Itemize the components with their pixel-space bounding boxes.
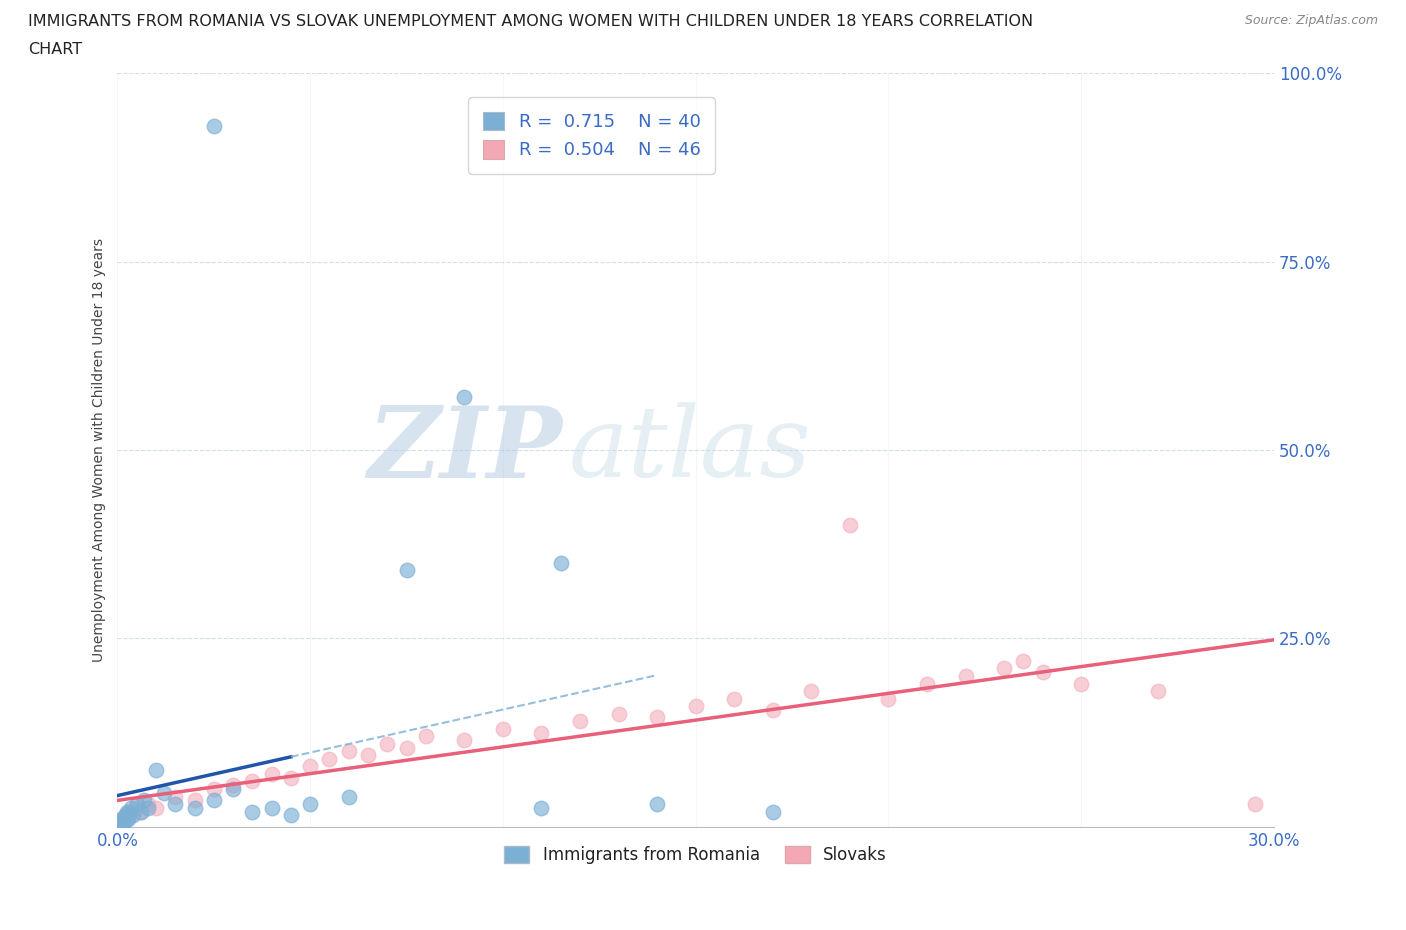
Point [165,797,187,812]
Point [299,797,322,812]
Point [762,702,785,717]
Text: atlas: atlas [568,403,811,498]
Point [108,817,131,832]
Point [1012,654,1035,669]
Point [280,770,302,785]
Point [375,737,398,751]
Point [723,691,745,706]
Point [129,804,152,819]
Point [112,810,135,825]
Point [280,808,302,823]
Point [125,801,148,816]
Point [115,810,138,825]
Point [569,713,592,728]
Point [1147,684,1170,698]
Text: ZIP: ZIP [368,402,562,498]
Point [114,814,136,829]
Point [202,793,225,808]
Point [357,748,380,763]
Point [453,390,475,405]
Point [145,763,167,777]
Point [110,817,132,832]
Point [112,813,135,828]
Point [111,813,134,828]
Point [108,816,131,830]
Point [492,722,515,737]
Point [110,817,132,831]
Point [240,804,263,819]
Point [240,774,263,789]
Point [607,706,630,721]
Point [415,729,437,744]
Point [915,676,938,691]
Point [1243,797,1265,812]
Point [120,801,142,816]
Point [114,808,136,823]
Point [685,698,707,713]
Point [260,766,283,781]
Point [129,804,152,819]
Point [550,555,572,570]
Point [108,816,131,830]
Point [1032,665,1054,680]
Point [134,793,156,808]
Text: CHART: CHART [28,42,82,57]
Text: Source: ZipAtlas.com: Source: ZipAtlas.com [1244,14,1378,27]
Point [337,790,360,804]
Point [993,661,1015,676]
Point [165,790,187,804]
Point [183,801,205,816]
Point [337,744,360,759]
Point [152,785,174,800]
Point [318,751,340,766]
Point [260,801,283,816]
Point [645,710,668,724]
Point [118,804,141,819]
Point [530,725,553,740]
Point [111,812,134,827]
Point [115,804,138,819]
Point [112,817,135,831]
Point [299,759,322,774]
Point [118,805,141,820]
Point [117,812,139,827]
Point [395,563,418,578]
Point [183,793,205,808]
Point [202,781,225,796]
Point [125,797,148,812]
Point [955,669,977,684]
Point [115,808,138,823]
Point [395,740,418,755]
Point [136,801,159,816]
Point [222,781,245,796]
Text: IMMIGRANTS FROM ROMANIA VS SLOVAK UNEMPLOYMENT AMONG WOMEN WITH CHILDREN UNDER 1: IMMIGRANTS FROM ROMANIA VS SLOVAK UNEMPL… [28,14,1033,29]
Point [136,797,159,812]
Point [108,817,131,832]
Point [121,808,143,823]
Point [110,812,132,827]
Point [110,815,132,830]
Point [145,801,167,816]
Point [202,118,225,133]
Point [645,797,668,812]
Point [530,801,553,816]
Point [121,805,143,820]
Legend: Immigrants from Romania, Slovaks: Immigrants from Romania, Slovaks [498,840,894,871]
Point [111,816,134,830]
Point [222,777,245,792]
Point [110,817,132,832]
Y-axis label: Unemployment Among Women with Children Under 18 years: Unemployment Among Women with Children U… [93,238,107,662]
Point [762,804,785,819]
Point [1070,676,1092,691]
Point [877,691,900,706]
Point [800,684,823,698]
Point [838,518,860,533]
Point [453,733,475,748]
